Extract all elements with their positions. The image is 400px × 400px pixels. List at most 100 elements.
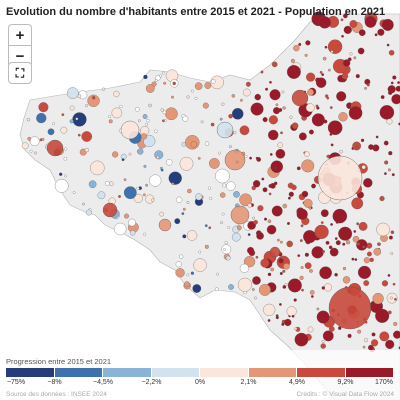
commune-bubble[interactable] (319, 70, 323, 74)
commune-bubble[interactable] (200, 120, 204, 124)
commune-bubble[interactable] (299, 275, 304, 280)
city-bubble[interactable] (230, 205, 250, 225)
commune-bubble[interactable] (159, 74, 162, 78)
commune-bubble[interactable] (251, 288, 255, 291)
commune-bubble[interactable] (303, 230, 317, 244)
commune-bubble[interactable] (358, 222, 368, 231)
commune-bubble[interactable] (171, 182, 175, 186)
commune-bubble[interactable] (354, 258, 358, 261)
commune-bubble[interactable] (342, 242, 346, 246)
commune-bubble[interactable] (219, 117, 223, 121)
commune-bubble[interactable] (386, 118, 393, 125)
commune-bubble[interactable] (216, 272, 219, 276)
commune-bubble[interactable] (64, 174, 67, 178)
commune-bubble[interactable] (175, 261, 182, 268)
commune-bubble[interactable] (291, 122, 299, 129)
commune-bubble[interactable] (250, 102, 264, 116)
commune-bubble[interactable] (252, 216, 255, 220)
commune-bubble[interactable] (304, 252, 309, 257)
commune-bubble[interactable] (146, 118, 150, 123)
commune-bubble[interactable] (81, 131, 93, 142)
city-bubble[interactable] (46, 139, 64, 157)
commune-bubble[interactable] (60, 126, 68, 134)
commune-bubble[interactable] (341, 34, 344, 38)
commune-bubble[interactable] (381, 18, 394, 31)
commune-bubble[interactable] (322, 56, 327, 61)
commune-bubble[interactable] (255, 156, 259, 160)
commune-bubble[interactable] (308, 206, 312, 210)
commune-bubble[interactable] (214, 287, 219, 292)
commune-bubble[interactable] (149, 174, 162, 187)
commune-bubble[interactable] (162, 110, 167, 115)
commune-bubble[interactable] (345, 240, 351, 245)
commune-bubble[interactable] (380, 95, 385, 99)
commune-bubble[interactable] (105, 181, 110, 186)
commune-bubble[interactable] (329, 106, 333, 110)
commune-bubble[interactable] (268, 192, 272, 196)
commune-bubble[interactable] (29, 136, 40, 146)
commune-bubble[interactable] (91, 96, 96, 100)
commune-bubble[interactable] (187, 188, 192, 194)
commune-bubble[interactable] (254, 296, 257, 300)
commune-bubble[interactable] (280, 240, 283, 244)
commune-bubble[interactable] (223, 248, 226, 251)
commune-bubble[interactable] (330, 143, 334, 147)
commune-bubble[interactable] (324, 45, 328, 49)
commune-bubble[interactable] (283, 263, 290, 270)
commune-bubble[interactable] (239, 125, 250, 136)
commune-bubble[interactable] (222, 183, 227, 188)
commune-bubble[interactable] (113, 222, 127, 236)
commune-bubble[interactable] (364, 78, 371, 85)
commune-bubble[interactable] (275, 103, 279, 107)
city-bubble[interactable] (328, 286, 372, 330)
commune-bubble[interactable] (328, 326, 335, 332)
commune-bubble[interactable] (90, 160, 105, 176)
commune-bubble[interactable] (358, 29, 366, 37)
commune-bubble[interactable] (245, 81, 251, 87)
commune-bubble[interactable] (342, 59, 351, 67)
commune-bubble[interactable] (282, 203, 288, 209)
commune-bubble[interactable] (239, 193, 252, 207)
commune-bubble[interactable] (351, 257, 355, 261)
commune-bubble[interactable] (268, 129, 279, 141)
commune-bubble[interactable] (348, 106, 363, 120)
commune-bubble[interactable] (195, 193, 203, 201)
commune-bubble[interactable] (278, 258, 284, 264)
city-bubble[interactable] (158, 218, 172, 232)
commune-bubble[interactable] (267, 272, 272, 277)
commune-bubble[interactable] (277, 142, 283, 148)
commune-bubble[interactable] (286, 65, 301, 79)
commune-bubble[interactable] (233, 191, 240, 198)
commune-bubble[interactable] (233, 130, 237, 135)
commune-bubble[interactable] (379, 195, 385, 202)
commune-bubble[interactable] (397, 81, 400, 84)
commune-bubble[interactable] (226, 181, 236, 191)
commune-bubble[interactable] (194, 82, 203, 90)
commune-bubble[interactable] (301, 190, 309, 198)
commune-bubble[interactable] (61, 113, 65, 117)
commune-bubble[interactable] (303, 198, 313, 208)
commune-bubble[interactable] (392, 282, 396, 286)
commune-bubble[interactable] (298, 132, 307, 141)
commune-bubble[interactable] (166, 159, 173, 166)
commune-bubble[interactable] (343, 13, 348, 19)
commune-bubble[interactable] (262, 187, 268, 193)
commune-bubble[interactable] (374, 33, 378, 37)
commune-bubble[interactable] (228, 113, 233, 119)
commune-bubble[interactable] (128, 218, 136, 227)
commune-bubble[interactable] (36, 112, 47, 124)
commune-bubble[interactable] (198, 250, 202, 254)
commune-bubble[interactable] (161, 71, 165, 75)
commune-bubble[interactable] (229, 145, 232, 149)
commune-bubble[interactable] (389, 296, 393, 300)
commune-bubble[interactable] (341, 72, 349, 80)
zoom-in-button[interactable]: + (8, 24, 32, 46)
commune-bubble[interactable] (254, 93, 261, 101)
commune-bubble[interactable] (159, 211, 164, 217)
commune-bubble[interactable] (123, 186, 137, 200)
commune-bubble[interactable] (231, 232, 241, 242)
commune-bubble[interactable] (184, 281, 190, 288)
commune-bubble[interactable] (239, 263, 249, 273)
commune-bubble[interactable] (143, 74, 148, 80)
commune-bubble[interactable] (270, 160, 283, 173)
